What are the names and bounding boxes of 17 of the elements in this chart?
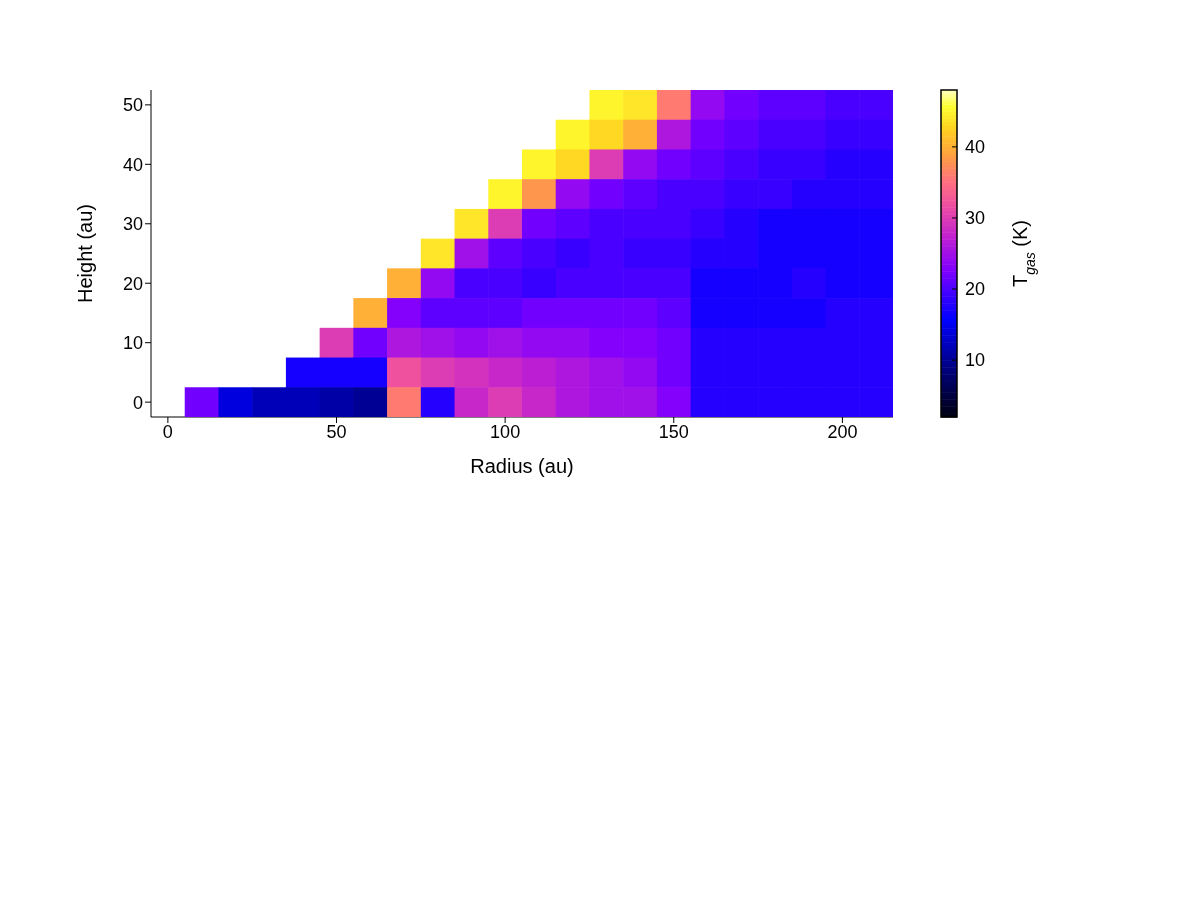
y-tick-label: 20: [122, 273, 143, 294]
color-bar-label: 10: [965, 350, 986, 371]
y-tick-label: 50: [122, 95, 143, 116]
x-tick-label: 0: [162, 421, 173, 442]
x-tick-label: 100: [490, 421, 521, 442]
x-tick-label: 150: [658, 421, 689, 442]
x-axis-title: Radius (au): [470, 455, 574, 477]
y-axis-title: Height (au): [74, 204, 97, 303]
color-bar-label: 20: [965, 279, 986, 300]
y-tick-label: 40: [122, 154, 143, 175]
color-bar-label: 40: [965, 136, 986, 157]
x-tick-label: 50: [326, 421, 347, 442]
color-bar-label: 30: [965, 207, 986, 228]
y-tick-label: 10: [122, 333, 143, 354]
y-tick-label: 0: [132, 392, 143, 413]
y-tick-label: 30: [122, 214, 143, 235]
x-tick-label: 200: [827, 421, 858, 442]
